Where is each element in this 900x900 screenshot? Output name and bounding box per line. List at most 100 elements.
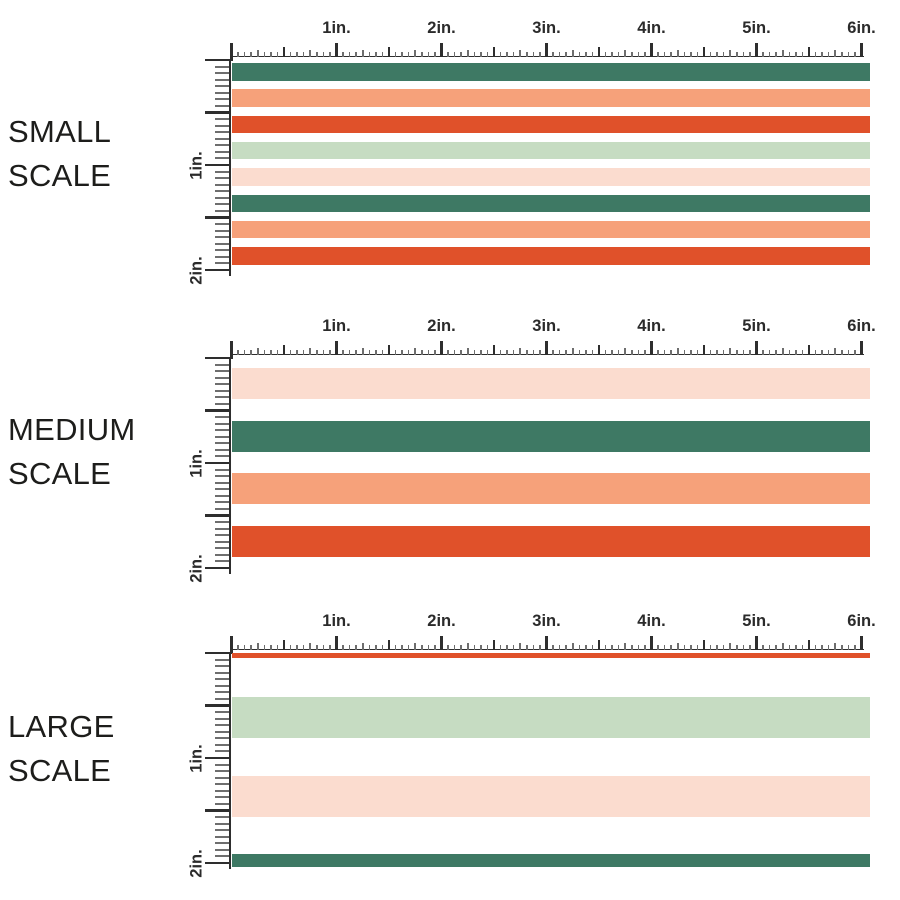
hruler-tick (440, 341, 443, 355)
vruler-tick (205, 461, 229, 465)
hruler-tick (788, 645, 790, 650)
hruler-tick (722, 350, 725, 355)
hruler-tick (676, 50, 679, 57)
hruler-tick (624, 348, 627, 355)
vruler-tick (215, 118, 229, 121)
hruler-tick (578, 52, 580, 57)
hruler-tick (821, 350, 823, 355)
hruler-tick (795, 645, 797, 650)
hruler-tick (309, 348, 312, 355)
hruler-tick (860, 341, 863, 355)
vruler-tick (205, 111, 229, 114)
hruler-inch-label: 4in. (637, 317, 666, 335)
stripe-orange_red (232, 115, 870, 134)
hruler-tick (401, 350, 403, 355)
hruler-tick (834, 348, 837, 355)
vruler-tick (205, 809, 229, 812)
hruler-tick (847, 350, 850, 355)
hruler-tick (736, 645, 738, 650)
hruler-inch-label: 1in. (322, 19, 351, 37)
hruler-tick (283, 640, 285, 650)
hruler-tick (316, 350, 318, 355)
hruler-tick (453, 350, 456, 355)
hruler-tick (749, 350, 751, 355)
hruler-tick (512, 645, 515, 650)
hruler-tick (722, 52, 725, 57)
hruler-tick (631, 645, 633, 650)
vruler-tick (215, 671, 229, 674)
hruler-tick (768, 52, 771, 57)
hruler-tick (742, 52, 745, 57)
hruler-tick (473, 350, 475, 355)
hruler-tick (342, 350, 344, 355)
hruler-tick (447, 350, 449, 355)
vruler-tick (215, 131, 229, 134)
hruler-tick (289, 350, 292, 355)
vruler-tick (215, 455, 229, 458)
vruler-tick (215, 78, 229, 81)
hruler-tick (250, 645, 252, 650)
hruler-tick (657, 350, 659, 355)
vruler-tick (215, 783, 229, 786)
vruler-tick (205, 704, 229, 707)
hruler-tick (624, 643, 627, 650)
hruler-tick (808, 47, 810, 57)
vruler-tick (215, 658, 229, 661)
vruler-tick (215, 236, 229, 239)
hruler-tick (480, 645, 482, 650)
hruler-tick (631, 52, 633, 57)
vruler-tick (215, 488, 229, 491)
hruler-tick (703, 640, 705, 650)
stripe-dark_green (232, 63, 870, 81)
hruler-tick (322, 52, 325, 57)
vruler-tick (215, 711, 229, 714)
hruler-tick (512, 52, 515, 57)
stripe-dark_green (232, 854, 870, 867)
hruler-tick (834, 643, 837, 650)
hruler-tick (585, 645, 587, 650)
hruler-tick (302, 350, 305, 355)
hruler-tick (230, 341, 233, 359)
hruler-tick (539, 350, 541, 355)
hruler-tick (532, 645, 535, 650)
vruler-tick (215, 842, 229, 845)
hruler-tick (795, 52, 797, 57)
vruler-tick (215, 763, 229, 766)
hruler-tick (814, 350, 817, 355)
hruler-tick (657, 52, 659, 57)
hruler-tick (322, 645, 325, 650)
hruler-tick (598, 47, 600, 57)
hruler-tick (361, 50, 364, 57)
vruler-tick (215, 684, 229, 687)
hruler-tick (506, 645, 508, 650)
scale-label-line1: MEDIUM (8, 412, 136, 447)
hruler-tick (808, 640, 810, 650)
hruler-inch-label: 3in. (532, 612, 561, 630)
hruler-tick (329, 645, 331, 650)
hruler-tick (335, 341, 338, 355)
hruler-tick (742, 645, 745, 650)
hruler-tick (466, 50, 469, 57)
stripe-orange_red (232, 652, 870, 658)
hruler-tick (591, 52, 594, 57)
hruler-tick (342, 645, 344, 650)
scale-label-line1: LARGE (8, 709, 115, 744)
hruler-tick (322, 350, 325, 355)
vruler-tick (215, 829, 229, 832)
hruler-tick (394, 350, 397, 355)
hruler-tick (814, 645, 817, 650)
hruler-tick (624, 50, 627, 57)
stripe-light_pink (232, 775, 870, 817)
hruler-tick (375, 350, 377, 355)
hruler-tick (493, 640, 495, 650)
hruler-tick (440, 43, 443, 57)
stripe-salmon (232, 473, 870, 504)
hruler-tick (230, 43, 233, 61)
hruler-inch-label: 4in. (637, 612, 666, 630)
hruler-tick (827, 52, 830, 57)
hruler-inch-label: 5in. (742, 612, 771, 630)
hruler-tick (644, 645, 646, 650)
hruler-tick (499, 350, 502, 355)
hruler-tick (585, 52, 587, 57)
